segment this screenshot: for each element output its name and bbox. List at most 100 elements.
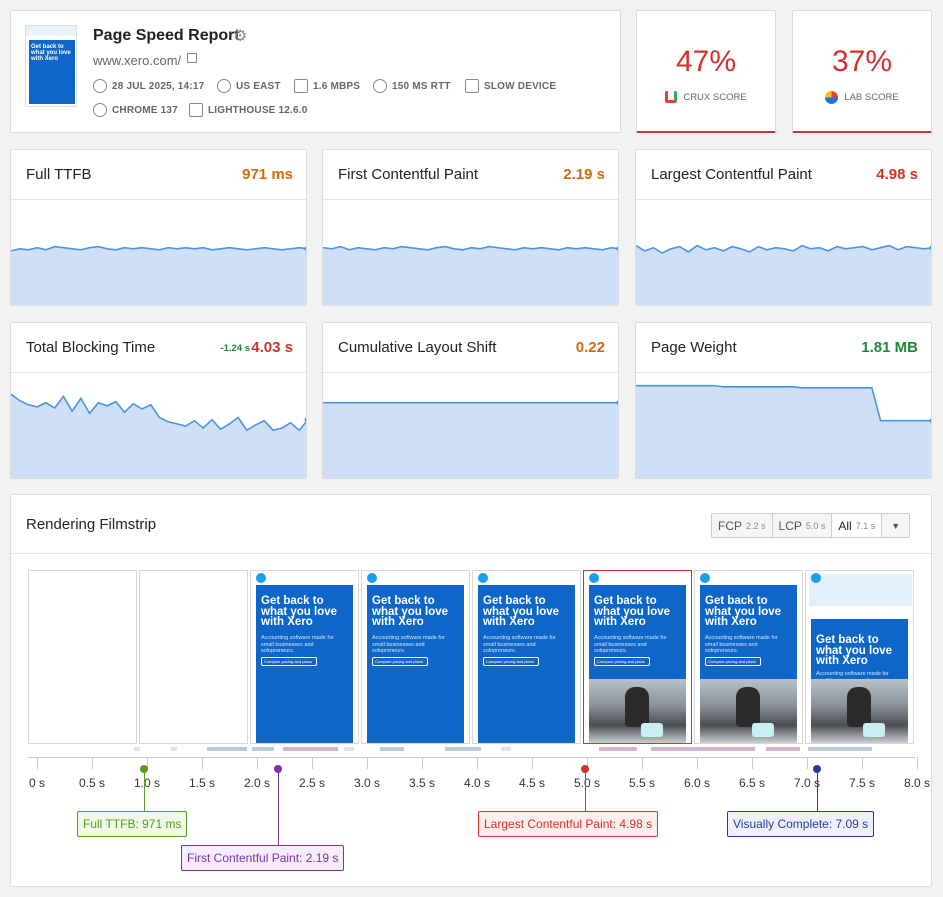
timeline-tick (202, 757, 203, 769)
frame-subtext: Accounting software made for small busin… (705, 635, 778, 654)
request-bars (134, 747, 872, 751)
metric-name: Cumulative Layout Shift (338, 339, 497, 356)
filmstrip-frame[interactable] (139, 570, 248, 744)
metric-value: 1.81 MB (861, 339, 918, 356)
metric-value: 4.03 s (251, 339, 293, 356)
page-title: Page Speed Report (93, 27, 240, 44)
test-browser: CHROME 137 (93, 103, 178, 117)
sparkline-line (323, 245, 618, 251)
external-link-icon[interactable] (187, 53, 197, 63)
metric-name: Largest Contentful Paint (651, 166, 812, 183)
filmstrip-frame[interactable] (28, 570, 137, 744)
timeline-tick (862, 757, 863, 769)
gear-icon[interactable]: ⚙ (233, 28, 248, 45)
frame-subtext: Accounting software made for small busin… (261, 635, 334, 654)
test-bandwidth: 1.6 MBPS (294, 79, 360, 93)
timeline-marker-dot (580, 765, 589, 773)
timeline-tick (532, 757, 533, 769)
filmstrip-frame[interactable]: Get back to what you love with Xero Accou… (583, 570, 692, 744)
filmstrip-frame[interactable]: Get back to what you love with Xero Accou… (694, 570, 803, 744)
frame-headline: Get back to what you love with Xero (816, 634, 893, 667)
xero-logo-icon (478, 573, 488, 583)
sparkline-area (11, 246, 306, 305)
metric-value: 0.22 (575, 339, 605, 356)
xero-logo-icon (700, 573, 710, 583)
rendering-filmstrip: Rendering Filmstrip FCP 2.2 s LCP 5.0 s Al… (10, 494, 932, 887)
timeline-tick (147, 757, 148, 769)
test-location: US EAST (217, 79, 281, 93)
timeline-tick (752, 757, 753, 769)
caret-down-icon[interactable]: ▼ (891, 520, 901, 531)
filmstrip-title: Rendering Filmstrip (26, 516, 157, 533)
frame-cta: Compare pricing and plans (261, 657, 317, 666)
metric-card-lcp[interactable]: Largest Contentful Paint 4.98 s (635, 149, 932, 306)
timeline-tick (367, 757, 368, 769)
frame-headline: Get back to what you love with Xero (705, 595, 782, 628)
timeline-tick-label: 7.0 s (793, 776, 821, 790)
sparkline-area (11, 394, 306, 478)
gauge-icon (373, 79, 387, 93)
timeline-marker-dot (139, 765, 148, 773)
filmstrip-frame[interactable]: Get back to what you love with Xero Accou… (805, 570, 914, 744)
frame-photo (589, 679, 686, 743)
timeline-marker-label[interactable]: Visually Complete: 7.09 s (727, 811, 875, 837)
timeline-tick-label: 5.0 s (573, 776, 601, 790)
xero-logo-icon (256, 573, 266, 583)
timeline-tick (477, 757, 478, 769)
metric-value: 971 ms (242, 166, 293, 183)
filmstrip-frame[interactable]: Get back to what you love with Xero Accou… (472, 570, 581, 744)
page-thumbnail[interactable]: Get back to what you love with Xero (25, 25, 77, 107)
frame-cta: Compare pricing and plans (705, 657, 761, 666)
timeline-tick (37, 757, 38, 769)
crux-score-card[interactable]: 47% CRUX SCORE (636, 10, 776, 133)
timeline-axis (28, 757, 915, 758)
tested-url[interactable]: www.xero.com/ (93, 53, 182, 68)
metric-name: Total Blocking Time (26, 339, 156, 356)
timeline-tick-label: 1.0 s (133, 776, 161, 790)
timeline-tick (642, 757, 643, 769)
report-header: Get back to what you love with Xero Page… (10, 10, 621, 133)
sparkline-end-dot (929, 245, 931, 250)
lab-score-value: 37% (831, 45, 893, 78)
timeline-marker-dot (273, 765, 282, 773)
timeline-marker-label[interactable]: First Contentful Paint: 2.19 s (181, 845, 345, 871)
timeline-tick (587, 757, 588, 769)
test-device: SLOW DEVICE (465, 79, 556, 93)
sparkline-line (11, 245, 306, 252)
filmstrip-toggle-group: FCP 2.2 s LCP 5.0 s All 7.1 s ▼ (711, 513, 911, 538)
filmstrip-frame[interactable]: Get back to what you love with Xero Accou… (250, 570, 359, 744)
timeline-tick (257, 757, 258, 769)
chrome-icon (93, 103, 107, 117)
google-icon (665, 91, 678, 103)
metric-card-cls[interactable]: Cumulative Layout Shift 0.22 (322, 322, 619, 479)
metric-sparkline (11, 393, 306, 478)
metric-sparkline (11, 245, 306, 305)
frame-headline: Get back to what you love with Xero (483, 595, 560, 628)
timeline-tick-label: 2.0 s (243, 776, 271, 790)
sparkline-line (636, 244, 931, 254)
metric-name: Full TTFB (26, 166, 92, 183)
filmstrip-frame[interactable]: Get back to what you love with Xero Accou… (361, 570, 470, 744)
lighthouse-logo-icon (825, 91, 839, 104)
timeline-marker-line (143, 771, 145, 811)
sparkline-end-dot (304, 246, 306, 252)
metric-card-page-weight[interactable]: Page Weight 1.81 MB (635, 322, 932, 479)
timeline-tick (697, 757, 698, 769)
crux-score-value: 47% (675, 45, 737, 78)
timeline-tick-label: 6.0 s (683, 776, 711, 790)
toggle-lcp[interactable]: LCP 5.0 s (773, 514, 833, 537)
xero-logo-icon (367, 573, 377, 583)
timeline-marker-label[interactable]: Largest Contentful Paint: 4.98 s (478, 811, 659, 837)
metric-card-fcp[interactable]: First Contentful Paint 2.19 s (322, 149, 619, 306)
timeline-marker-label[interactable]: Full TTFB: 971 ms (77, 811, 188, 837)
clock-icon (93, 79, 107, 93)
metric-card-ttfb[interactable]: Full TTFB 971 ms (10, 149, 307, 306)
sparkline-end-dot (616, 400, 618, 405)
metric-sparkline (323, 400, 618, 478)
metric-card-tbt[interactable]: Total Blocking Time -1.24 s 4.03 s (10, 322, 307, 479)
toggle-fcp[interactable]: FCP 2.2 s (712, 514, 773, 537)
lab-score-card[interactable]: 37% LAB SCORE (792, 10, 932, 133)
timeline-tick (312, 757, 313, 769)
toggle-all[interactable]: All 7.1 s (832, 514, 883, 537)
timeline-tick-label: 0.5 s (78, 776, 106, 790)
